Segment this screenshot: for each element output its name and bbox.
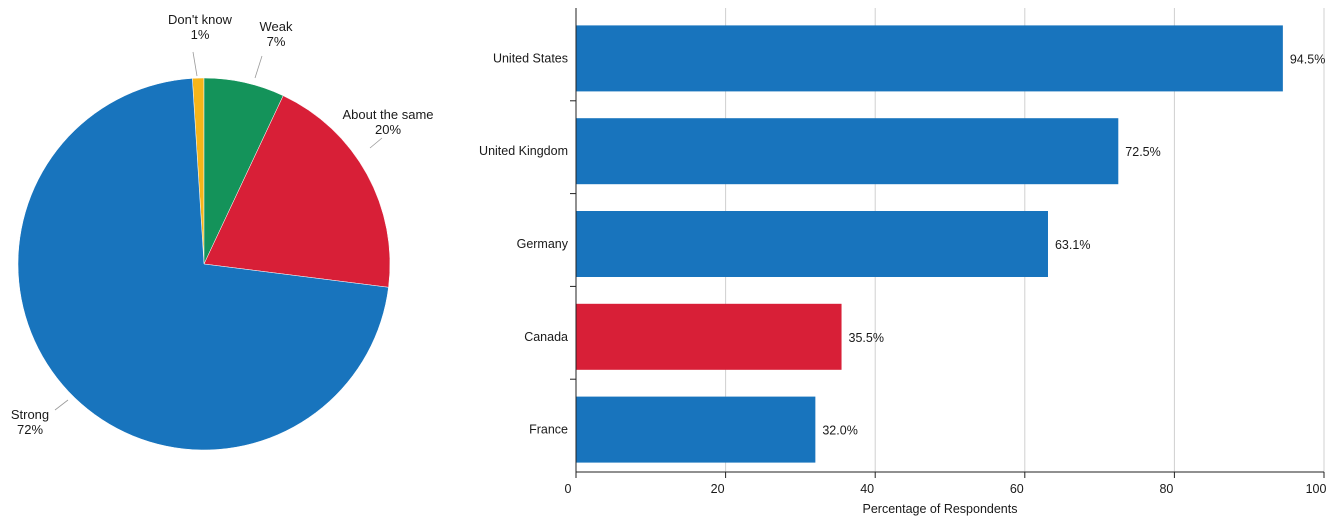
bar-france	[576, 396, 816, 463]
bar-value-label-united-states: 94.5%	[1290, 52, 1325, 66]
x-tick-label-80: 80	[1159, 482, 1173, 496]
pie-leader-don-t-know	[192, 51, 198, 77]
x-tick-label-60: 60	[1010, 482, 1024, 496]
bar-value-label-germany: 63.1%	[1055, 238, 1090, 252]
x-tick-label-40: 40	[860, 482, 874, 496]
x-axis-label: Percentage of Respondents	[863, 502, 1018, 516]
pie-value-don-t-know: 1%	[191, 27, 210, 42]
pie-label-strong: Strong	[11, 407, 49, 422]
y-tick-label-united-states: United States	[493, 51, 568, 65]
bar-marks: 94.5% 72.5% 63.1% 35.5% 32.0%	[576, 25, 1325, 463]
pie-label-about-the-same: About the same	[342, 107, 433, 122]
pie-label-weak: Weak	[260, 19, 293, 34]
y-tick-label-france: France	[529, 423, 568, 437]
pie-value-about-the-same: 20%	[375, 122, 401, 137]
pie-value-strong: 72%	[17, 422, 43, 437]
x-tick-label-0: 0	[565, 482, 572, 496]
y-tick-label-united-kingdom: United Kingdom	[479, 144, 568, 158]
bar-united-states	[576, 25, 1283, 92]
bar-value-label-united-kingdom: 72.5%	[1125, 145, 1160, 159]
bar-united-kingdom	[576, 118, 1119, 185]
bar-canada	[576, 303, 842, 370]
y-tick-label-germany: Germany	[517, 237, 569, 251]
pie-label-don-t-know: Don't know	[168, 12, 233, 27]
bar-value-label-france: 32.0%	[822, 424, 857, 438]
pie-leader-about-the-same	[369, 137, 383, 149]
pie-slice-strong	[17, 78, 389, 451]
axes: 0 20 40 60 80 100 United States United Kingdom G…	[479, 8, 1326, 496]
pie-slice-about-the-same	[203, 95, 391, 288]
x-tick-label-20: 20	[711, 482, 725, 496]
pie-leader-weak	[254, 55, 263, 79]
bar-value-label-canada: 35.5%	[849, 331, 884, 345]
pie-leader-strong	[54, 399, 69, 411]
y-tick-label-canada: Canada	[524, 330, 568, 344]
x-tick-label-100: 100	[1306, 482, 1327, 496]
bar-chart: 94.5% 72.5% 63.1% 35.5% 32.0% 0 20 40 60 80 100 Un…	[479, 8, 1326, 516]
pie-value-weak: 7%	[267, 34, 286, 49]
bar-germany	[576, 211, 1048, 277]
